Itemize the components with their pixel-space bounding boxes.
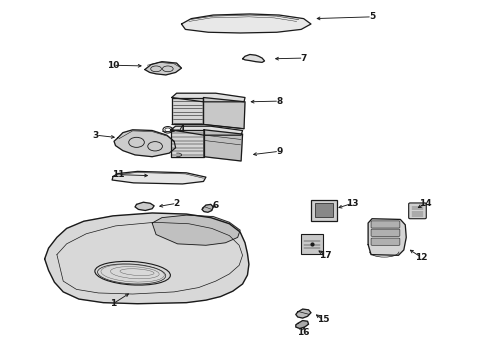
FancyBboxPatch shape	[409, 203, 426, 219]
Text: 16: 16	[297, 328, 310, 337]
FancyBboxPatch shape	[371, 229, 400, 236]
Text: 12: 12	[415, 253, 427, 262]
Polygon shape	[172, 98, 203, 125]
Polygon shape	[202, 204, 213, 212]
Text: 14: 14	[419, 199, 432, 208]
Polygon shape	[181, 14, 311, 33]
Polygon shape	[243, 54, 265, 62]
Text: 1: 1	[110, 299, 116, 308]
Text: 4: 4	[178, 125, 185, 134]
Polygon shape	[204, 130, 243, 161]
Polygon shape	[135, 202, 154, 211]
FancyBboxPatch shape	[311, 200, 337, 221]
FancyBboxPatch shape	[371, 221, 400, 228]
Polygon shape	[114, 130, 175, 157]
Polygon shape	[171, 130, 204, 157]
Polygon shape	[45, 213, 249, 304]
Polygon shape	[112, 171, 206, 184]
Polygon shape	[296, 320, 309, 328]
Text: 15: 15	[317, 315, 329, 324]
Text: 11: 11	[112, 170, 124, 179]
Text: 8: 8	[276, 96, 282, 105]
Text: 13: 13	[346, 199, 359, 208]
FancyBboxPatch shape	[316, 203, 333, 217]
Text: 5: 5	[369, 12, 375, 21]
Polygon shape	[172, 93, 245, 102]
Text: 3: 3	[93, 131, 99, 140]
Polygon shape	[296, 309, 311, 318]
Polygon shape	[368, 219, 406, 255]
Polygon shape	[152, 215, 240, 245]
Text: 10: 10	[107, 61, 119, 70]
FancyBboxPatch shape	[371, 238, 400, 245]
Text: 9: 9	[276, 147, 282, 156]
Polygon shape	[171, 126, 243, 135]
Polygon shape	[203, 98, 245, 129]
Text: 17: 17	[319, 251, 332, 260]
FancyBboxPatch shape	[301, 234, 323, 253]
Text: 7: 7	[300, 54, 307, 63]
Text: 2: 2	[173, 199, 180, 208]
Text: 6: 6	[213, 201, 219, 210]
Polygon shape	[145, 62, 181, 75]
